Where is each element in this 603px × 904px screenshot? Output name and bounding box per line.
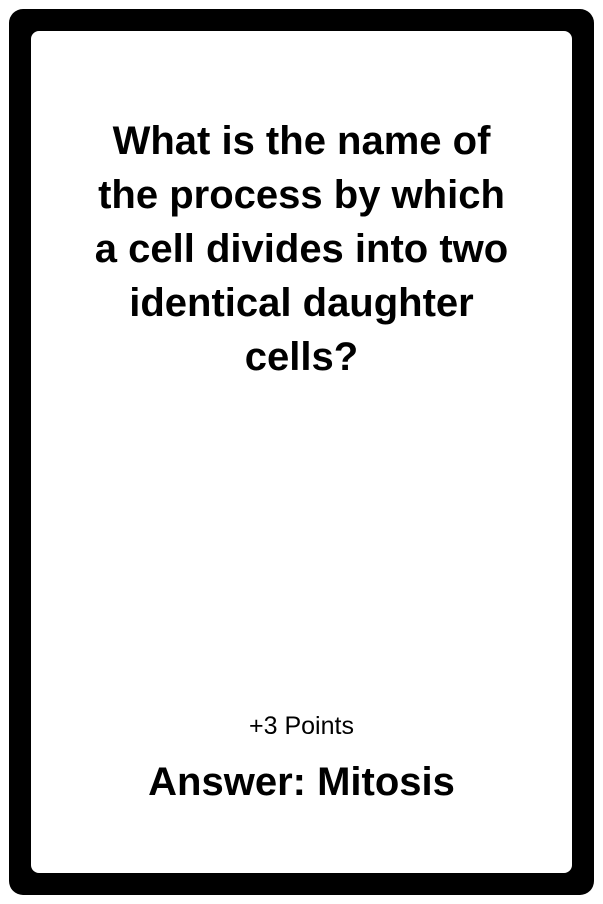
question-line: identical daughter bbox=[129, 281, 474, 325]
question-line: a cell divides into two bbox=[94, 227, 509, 271]
question-line: cells? bbox=[244, 335, 359, 379]
question-text: What is the name of the process by which… bbox=[31, 114, 572, 384]
question-line: the process by which bbox=[98, 173, 505, 217]
question-line: What is the name of bbox=[112, 119, 491, 163]
answer-text: Answer: Mitosis bbox=[148, 760, 455, 804]
points-label: +3 Points bbox=[249, 712, 354, 740]
card bbox=[31, 31, 572, 873]
